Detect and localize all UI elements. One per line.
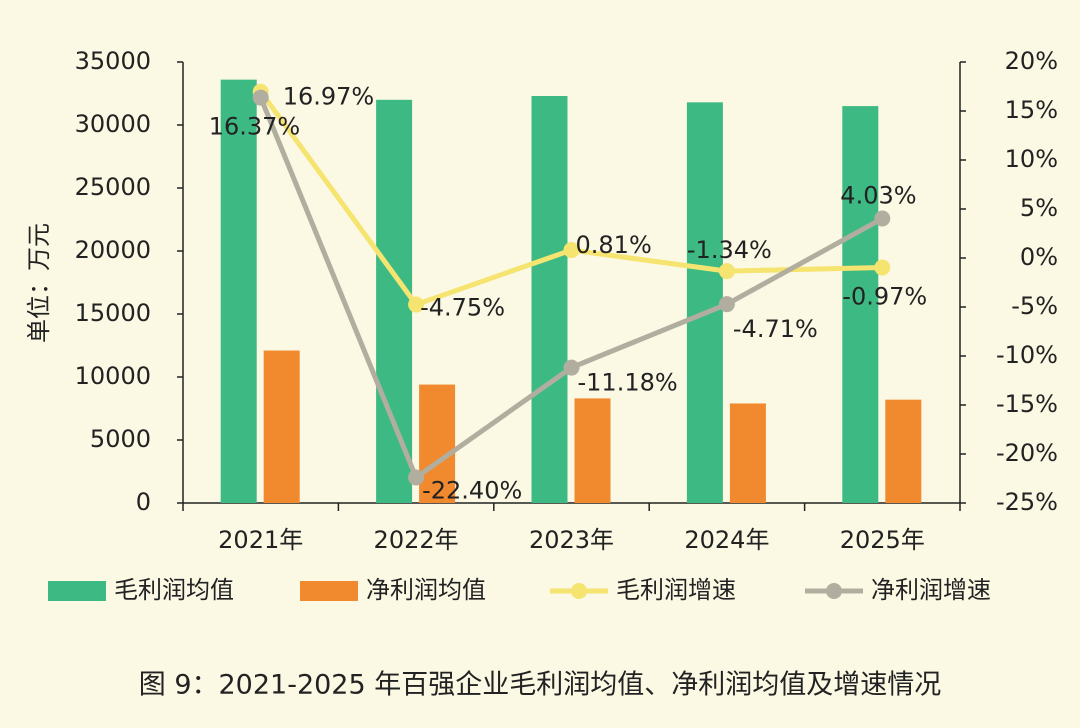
legend-swatch — [48, 581, 106, 601]
x-tick-label: 2024年 — [684, 526, 769, 554]
y2-tick-label: 10% — [1005, 145, 1058, 173]
data-label: -22.40% — [422, 477, 522, 505]
y-tick-label: 10000 — [75, 362, 151, 390]
y2-tick-label: -5% — [1011, 292, 1058, 320]
x-tick-label: 2023年 — [529, 526, 614, 554]
y2-tick-label: -10% — [996, 341, 1058, 369]
point — [874, 210, 891, 227]
y2-tick-label: 20% — [1005, 47, 1058, 75]
y-tick-label: 30000 — [75, 110, 151, 138]
y-tick-label: 5000 — [90, 425, 151, 453]
y2-tick-label: -15% — [996, 390, 1058, 418]
point — [563, 242, 580, 259]
x-tick-label: 2022年 — [374, 526, 459, 554]
point — [408, 469, 425, 486]
y-tick-label: 15000 — [75, 299, 151, 327]
data-label: 16.97% — [283, 83, 375, 111]
y-tick-label: 25000 — [75, 173, 151, 201]
y2-tick-label: -20% — [996, 439, 1058, 467]
caption: 图 9：2021-2025 年百强企业毛利润均值、净利润均值及增速情况 — [139, 670, 942, 701]
data-label: 0.81% — [576, 231, 652, 259]
legend-label: 净利润增速 — [871, 576, 991, 604]
bar — [376, 99, 413, 504]
point — [252, 89, 269, 106]
legend-swatch — [300, 581, 358, 601]
point — [563, 359, 580, 376]
legend-label: 毛利润增速 — [616, 576, 736, 604]
data-label: 16.37% — [209, 113, 301, 141]
y-tick-label: 35000 — [75, 47, 151, 75]
bar — [885, 399, 922, 503]
legend-swatch — [571, 583, 587, 599]
bar — [842, 106, 879, 503]
data-label: -1.34% — [687, 236, 772, 264]
y-tick-label: 20000 — [75, 236, 151, 264]
legend-label: 净利润均值 — [366, 576, 486, 604]
bar — [686, 102, 723, 503]
point — [874, 259, 891, 276]
y2-tick-label: 15% — [1005, 96, 1058, 124]
x-tick-label: 2021年 — [218, 526, 303, 554]
bar — [419, 384, 456, 503]
y-axis-label: 单位：万元 — [25, 223, 53, 343]
bar — [220, 79, 257, 503]
point — [718, 296, 735, 313]
point — [408, 296, 425, 313]
data-label: -11.18% — [578, 369, 678, 397]
bar — [531, 96, 568, 504]
legend-label: 毛利润均值 — [114, 576, 234, 604]
data-label: 4.03% — [840, 182, 916, 210]
data-label: -4.71% — [733, 315, 818, 343]
point — [718, 263, 735, 280]
y-tick-label: 0 — [136, 488, 151, 516]
bar — [574, 398, 611, 503]
bar — [263, 350, 300, 503]
x-tick-label: 2025年 — [840, 526, 925, 554]
data-label: -4.75% — [420, 294, 505, 322]
y2-tick-label: 5% — [1020, 194, 1058, 222]
data-label: -0.97% — [842, 283, 927, 311]
y2-tick-label: 0% — [1020, 243, 1058, 271]
legend-swatch — [826, 583, 842, 599]
bar — [729, 403, 766, 503]
y2-tick-label: -25% — [996, 488, 1058, 516]
